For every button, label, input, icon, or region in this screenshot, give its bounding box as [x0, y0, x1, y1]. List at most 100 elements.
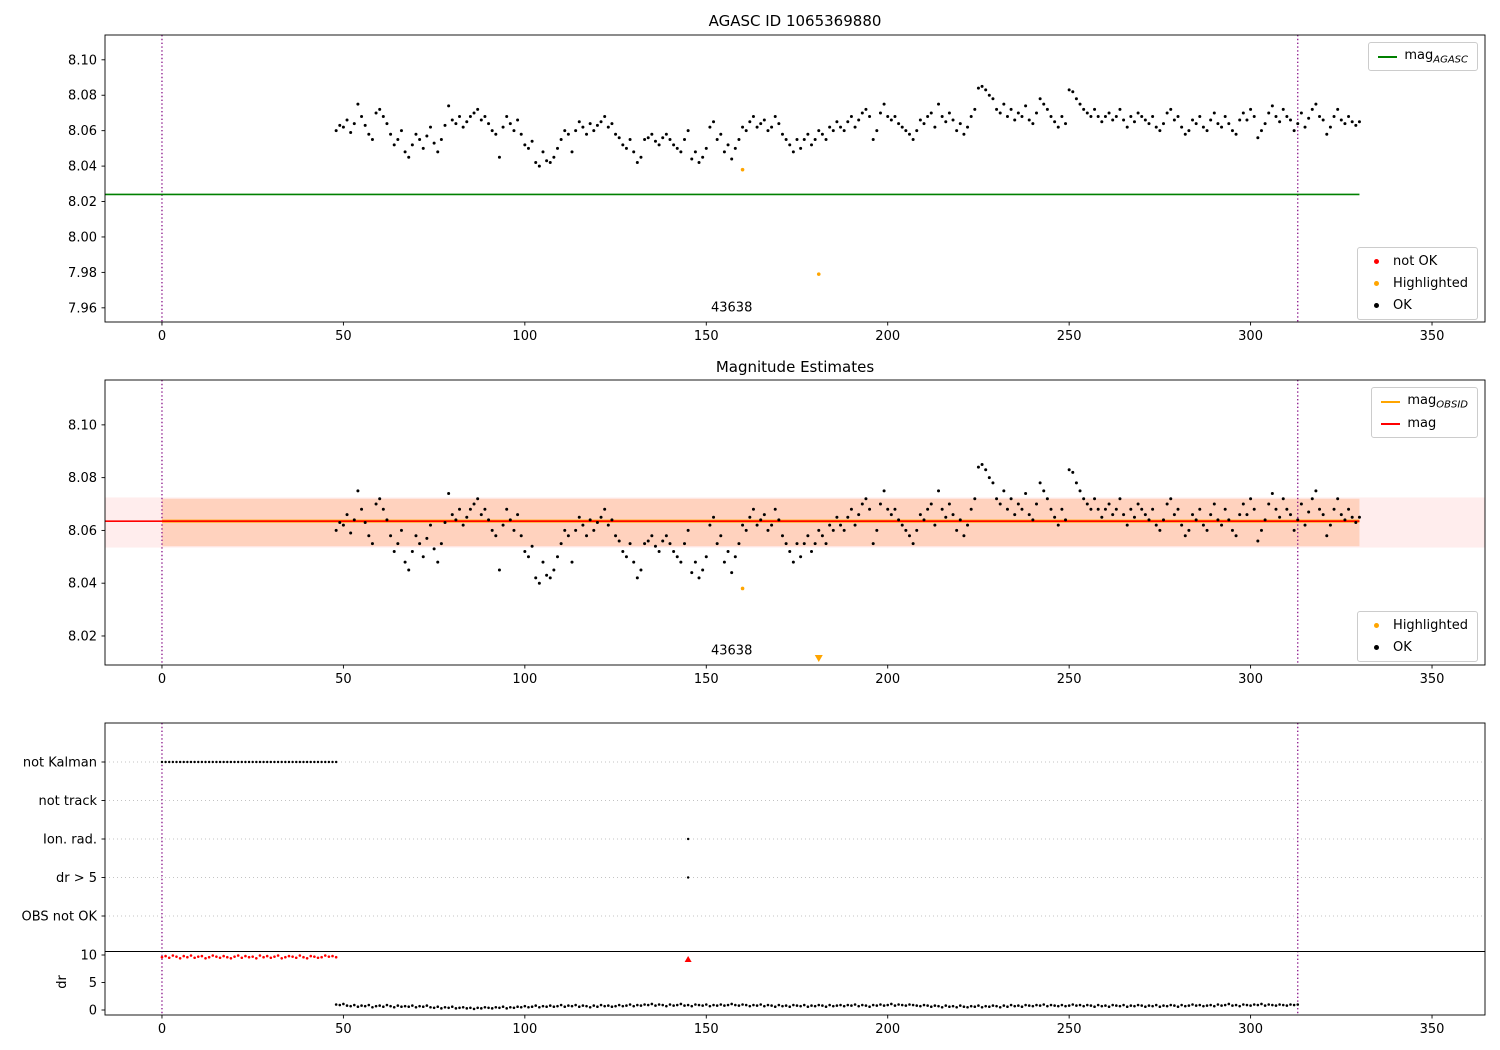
dr-point: [1180, 1003, 1183, 1007]
dr-point: [723, 1004, 726, 1007]
flag-point: [255, 760, 258, 764]
dr-point: [802, 1003, 806, 1007]
ok-point: [780, 132, 784, 136]
dr-point: [382, 1005, 385, 1008]
dr-red-point: [233, 955, 236, 958]
ok-point: [1209, 513, 1213, 517]
dr-point: [1183, 1004, 1187, 1008]
dr-point: [1260, 1002, 1263, 1006]
dr-point: [1263, 1004, 1267, 1007]
ok-point: [944, 120, 948, 124]
dr-point: [596, 1005, 599, 1008]
dr-red-point: [218, 956, 222, 960]
dr-point: [458, 1006, 461, 1010]
ok-point: [632, 560, 636, 564]
dr-point: [933, 1004, 937, 1007]
ok-point: [672, 550, 676, 554]
dr-point: [1209, 1003, 1212, 1007]
dr-point: [875, 1004, 879, 1007]
ok-point: [650, 132, 654, 136]
ok-point: [683, 138, 687, 142]
ok-point: [468, 114, 472, 118]
ok-point: [857, 118, 861, 122]
ok-point: [356, 489, 360, 493]
dr-point: [1212, 1004, 1216, 1008]
ok-point: [878, 111, 882, 115]
dr-point: [632, 1004, 636, 1008]
dr-red-point: [284, 955, 287, 959]
ok-point: [399, 528, 403, 532]
ok-point: [733, 146, 737, 150]
dr-red-point: [294, 956, 298, 960]
ok-point: [643, 542, 647, 546]
dr-point: [951, 1004, 955, 1008]
ok-point: [1038, 97, 1042, 101]
x-tick-label: 150: [694, 1022, 719, 1037]
dr-point: [509, 1005, 512, 1009]
ok-point: [497, 155, 501, 159]
dr-point: [980, 1005, 984, 1009]
dr-point: [1154, 1003, 1158, 1007]
ok-point: [1292, 129, 1296, 133]
dr-point: [831, 1004, 835, 1008]
dr-point: [1231, 1004, 1234, 1007]
dr-red-point: [258, 954, 262, 957]
ok-point: [592, 528, 596, 532]
flag-point: [273, 760, 276, 764]
ok-point: [875, 528, 879, 532]
dr-red-point: [327, 955, 331, 958]
ok-point: [1314, 102, 1318, 106]
ok-point: [505, 114, 509, 118]
ok-point: [712, 120, 716, 124]
ok-point: [341, 523, 345, 527]
ok-point: [1005, 114, 1009, 118]
ok-point: [762, 513, 766, 517]
category-label: not Kalman: [23, 756, 97, 771]
dr-point: [1017, 1004, 1020, 1007]
ok-point: [516, 513, 520, 517]
flag-point: [313, 760, 316, 764]
dr-point: [788, 1005, 792, 1008]
ok-point: [853, 523, 857, 527]
ok-point: [1227, 122, 1231, 126]
dr-point: [1118, 1004, 1122, 1008]
ok-point: [741, 125, 745, 129]
ok-point: [1194, 518, 1198, 522]
ok-point: [784, 542, 788, 546]
ok-point: [1093, 107, 1097, 111]
flag-point: [266, 760, 269, 764]
dr-point: [552, 1005, 556, 1008]
ok-point: [759, 518, 763, 522]
flag-point: [324, 760, 327, 764]
x-tick-label: 250: [1057, 1022, 1082, 1037]
flag-point: [197, 760, 200, 764]
flag-point: [295, 760, 298, 764]
dr-point: [523, 1004, 527, 1008]
ok-point: [683, 542, 687, 546]
ok-point: [1085, 111, 1089, 115]
ok-point: [1332, 507, 1336, 511]
ok-point: [828, 125, 832, 129]
ok-point: [1125, 523, 1129, 527]
dr-point: [828, 1003, 831, 1007]
ok-point: [403, 150, 407, 154]
dr-point: [1006, 1005, 1009, 1008]
ok-point: [610, 122, 614, 126]
dr-point: [1140, 1004, 1144, 1007]
ok-point: [439, 542, 443, 546]
ok-point: [1256, 539, 1260, 543]
dr-point: [766, 1003, 770, 1007]
ok-point: [795, 542, 799, 546]
ok-point: [374, 502, 378, 506]
ok-point: [697, 576, 701, 580]
ok-point: [1009, 107, 1013, 111]
dr-point: [842, 1004, 846, 1008]
dr-point: [625, 1004, 628, 1007]
dr-red-point: [323, 954, 327, 957]
ok-point: [1270, 491, 1274, 495]
dr-point: [668, 1003, 672, 1006]
dr-red-point: [287, 954, 291, 958]
y-tick-label: 8.06: [68, 524, 97, 539]
